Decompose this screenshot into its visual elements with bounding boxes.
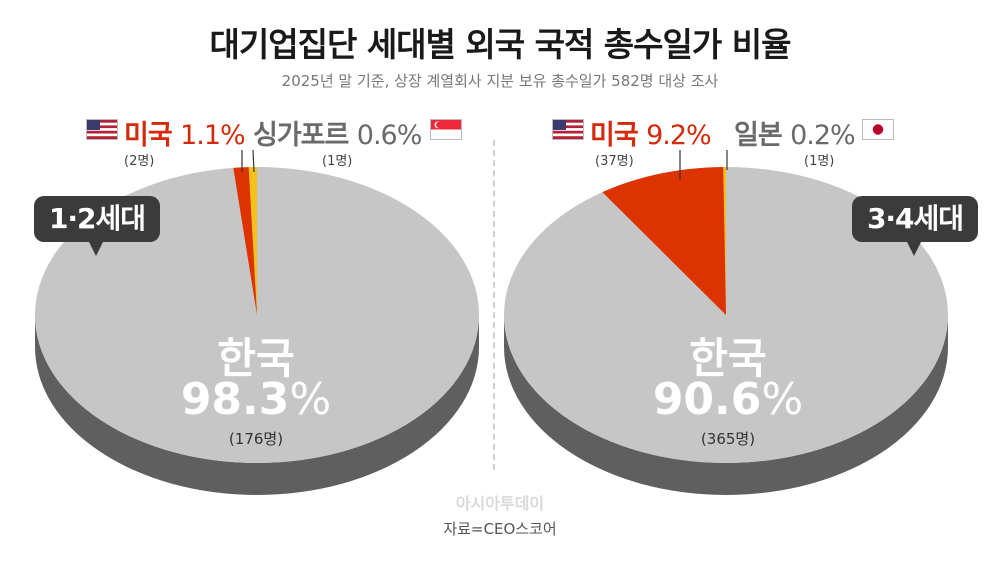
us-flag-icon — [552, 119, 584, 140]
generation-callout-1-2: 1·2세대 — [34, 196, 160, 256]
slice-label-japan: 일본 0.2% — [734, 120, 856, 151]
pie-slice-left-1 — [233, 167, 257, 315]
pie-slice-right-1 — [602, 167, 726, 315]
chart-subtitle: 2025년 말 기준, 상장 계열회사 지분 보유 총수일가 582명 대상 조… — [281, 72, 719, 90]
pie-slice-right-2 — [723, 167, 726, 315]
slice-count-korea-right: (365명) — [700, 430, 756, 448]
generation-callout-3-4: 3·4세대 — [852, 196, 978, 256]
slice-label-usa-left: 미국 1.1% — [124, 120, 246, 151]
slice-value-korea-left: 98.3% — [180, 374, 332, 425]
slice-label-singapore: 싱가포르 0.6% — [253, 120, 422, 151]
center-divider — [493, 140, 495, 470]
slice-count-singapore: (1명) — [322, 154, 353, 169]
japan-flag-icon — [862, 119, 894, 140]
slice-label-usa-right: 미국 9.2% — [590, 120, 712, 151]
slice-label-korea-left: 한국 — [217, 334, 295, 383]
pie-slice-left-2 — [248, 167, 257, 315]
publisher-logo: 아시아투데이 — [455, 494, 545, 513]
slice-count-usa-right: (37명) — [595, 154, 634, 169]
slice-count-usa-left: (2명) — [124, 154, 155, 169]
slice-count-japan: (1명) — [804, 154, 835, 169]
pie-side-right — [504, 315, 948, 495]
chart-title: 대기업집단 세대별 외국 국적 총수일가 비율 — [209, 25, 792, 64]
slice-label-korea-right: 한국 — [689, 334, 767, 383]
source-note: 자료=CEO스코어 — [443, 520, 557, 538]
slice-value-korea-right: 90.6% — [652, 374, 804, 425]
connector-singapore — [252, 149, 255, 173]
singapore-flag-icon — [430, 119, 462, 140]
pie-side-left — [35, 315, 479, 495]
slice-count-korea-left: (176명) — [228, 430, 284, 448]
us-flag-icon — [86, 119, 118, 140]
